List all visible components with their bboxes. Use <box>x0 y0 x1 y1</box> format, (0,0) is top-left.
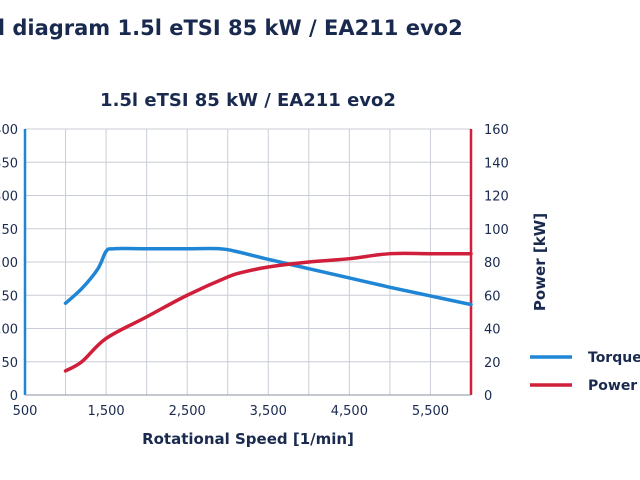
left-tick-label: 150 <box>0 289 18 304</box>
left-tick-label: 250 <box>0 223 18 238</box>
right-tick-label: 80 <box>484 256 501 271</box>
left-tick-label: 350 <box>0 156 18 171</box>
x-tick-label: 5,500 <box>412 404 449 419</box>
series-lines <box>63 246 473 373</box>
axes <box>23 129 473 396</box>
chart-title: 1.5l eTSI 85 kW / EA211 evo2 <box>100 90 396 111</box>
right-tick-label: 40 <box>484 323 501 338</box>
left-tick-label: 50 <box>1 356 18 371</box>
torque-series-line <box>63 246 473 307</box>
right-tick-label: 0 <box>484 389 492 404</box>
right-tick-label: 60 <box>484 289 501 304</box>
x-tick-label: 500 <box>13 404 38 419</box>
legend: Torque Power <box>530 350 640 394</box>
x-tick-label: 3,500 <box>250 404 287 419</box>
right-axis-title: Power [kW] <box>531 213 549 311</box>
power-series-line <box>63 251 473 373</box>
left-tick-label: 0 <box>10 389 18 404</box>
x-tick-label: 2,500 <box>169 404 206 419</box>
left-tick-label: 200 <box>0 256 18 271</box>
right-tick-label: 100 <box>484 223 509 238</box>
x-tick-label: 4,500 <box>331 404 368 419</box>
grid-lines <box>24 128 472 396</box>
left-tick-label: 100 <box>0 323 18 338</box>
right-tick-label: 120 <box>484 190 509 205</box>
right-tick-label: 20 <box>484 356 501 371</box>
torque-legend-label: Torque <box>588 350 640 366</box>
right-tick-label: 160 <box>484 123 509 138</box>
left-tick-label: 300 <box>0 190 18 205</box>
left-tick-label: 400 <box>0 123 18 138</box>
x-axis-title: Rotational Speed [1/min] <box>142 430 354 448</box>
page-title: d diagram 1.5l eTSI 85 kW / EA211 evo2 <box>0 16 463 40</box>
right-tick-label: 140 <box>484 156 509 171</box>
x-tick-label: 1,500 <box>87 404 124 419</box>
tick-labels: 0 50 100 150 200 250 300 350 400 0 20 40 60 80 100 120 1… <box>0 123 509 419</box>
power-legend-label: Power <box>588 378 637 394</box>
